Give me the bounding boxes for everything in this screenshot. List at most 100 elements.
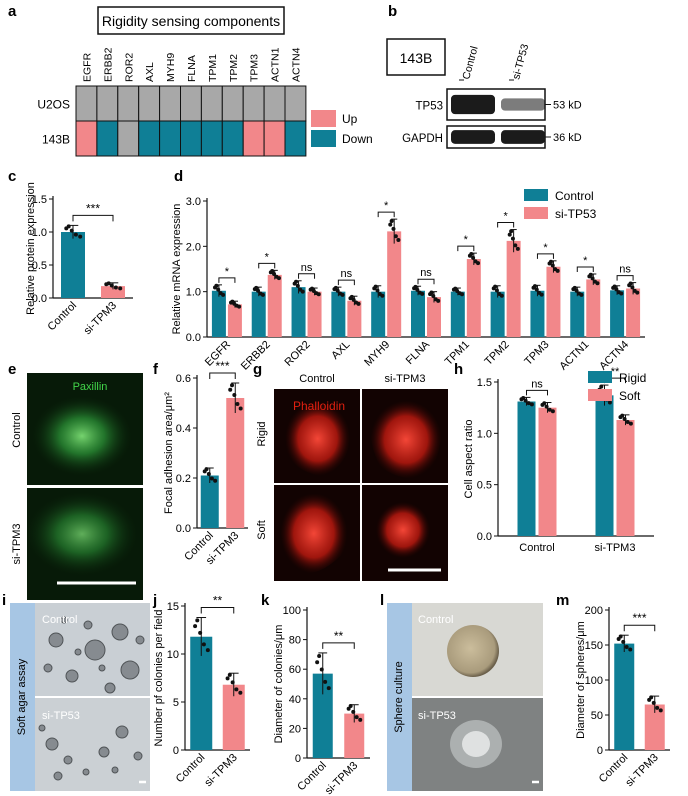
panel-i-side-bar [10,603,35,791]
colony-control-2 [111,623,129,641]
chart-d-y-tick-label: 2.0 [186,241,201,253]
chart-h-y-label: Cell aspect ratio [463,420,475,499]
chart-d-data-point [619,291,624,296]
chart-d-data-point [356,301,361,306]
panel-a-title: Rigidity sensing components [102,13,280,29]
chart-f-bar-si-tpm3 [226,398,245,528]
chart-d-data-point [612,284,617,289]
panel-l-side-bar [387,603,412,791]
gene-label-tpm1: TPM1 [207,54,219,82]
paxillin-control-cell [32,396,132,476]
chart-f-data-point [235,402,240,406]
chart-k-data-point [348,704,353,709]
chart-d-sig-label-6: * [464,234,469,246]
chart-f-data-point [204,467,209,472]
colony-si-tp53-6 [53,771,63,781]
gene-label-actn1: ACTN1 [270,47,282,82]
chart-d-data-point [295,283,300,288]
chart-d-bar-erbb2-si-tp53 [267,274,282,337]
chart-c-y-tick-label: 1.5 [32,194,47,206]
cell-u2os-actn1 [263,85,286,122]
chart-d-data-point [499,293,504,298]
colony-si-tp53-7 [111,766,119,774]
panel-e: Paxillin Control si-TPM3 [11,373,143,600]
chart-f-y-label: Focal adhesion area/μm² [163,392,175,514]
chart-d-data-point [507,232,512,237]
chart-f-sig-label: *** [215,359,229,373]
chart-d-data-point [333,285,338,290]
chart-d-data-point [548,259,553,264]
chart-d-sig-bracket-0 [218,277,236,283]
chart-d-y-tick-label: 1.0 [186,287,201,299]
chart-m-data-point [624,644,629,649]
legend-swatch-up [311,110,336,127]
chart-k-sig-label: ** [334,629,344,643]
panel-i: Soft agar assay Control si-TP53 [10,603,150,791]
chart-d-data-point [532,284,537,289]
chart-d-data-point [515,246,520,251]
chart-d-data-point [388,222,393,227]
chart-d-data-point [373,284,378,289]
chart-j-sig-label: ** [213,594,223,608]
chart-c-x-tick-label-control: Control [46,300,80,334]
chart-h-legend-swatch-rigid [588,371,612,383]
panel-e-row-control: Control [11,412,23,447]
chart-d-sig-bracket-8 [536,253,554,259]
chart-d-sig-bracket-2 [298,273,316,279]
chart-h-data-point [599,384,604,389]
chart-m-data-point [618,634,623,639]
colony-control-11 [74,648,82,656]
chart-d-data-point [431,294,436,299]
band-tp53-control [451,94,495,115]
gene-label-flna: FLNA [186,55,198,82]
colony-si-tp53-8 [38,724,46,732]
chart-d-data-point [509,229,514,234]
chart-j-data-point [201,642,206,647]
chart-d-data-point [415,287,420,292]
chart-d-x-tick-label-myh9: MYH9 [362,339,392,369]
cell-u2os-tpm3 [242,85,265,122]
chart-d-data-point [630,285,635,290]
chart-d-sig-bracket-10 [616,275,634,281]
chart-k-data-point [326,686,331,691]
colony-control-10 [60,616,68,624]
chart-d-bar-axl-control [331,291,346,337]
cell-143b-myh9 [159,120,182,157]
chart-d-bar-actn1-control [570,291,585,337]
chart-c-data-point [106,281,111,286]
chart-d-data-point [460,292,465,297]
chart-d-data-point [595,281,600,286]
gene-label-axl: AXL [144,62,156,82]
chart-d-sig-label-1: * [265,251,270,263]
chart-d-legend-label-si-tp53: si-TP53 [555,207,597,221]
chart-m-data-point [628,647,633,652]
chart-d-data-point [260,292,265,297]
chart-d-data-point [420,291,425,296]
chart-k-y-tick-label: 80 [289,635,301,647]
chart-d-data-point [214,283,219,288]
chart-d-data-point [471,255,476,260]
cell-u2os-egfr [75,85,98,122]
chart-d-data-point [393,234,398,239]
cell-143b-axl [138,120,161,157]
panel-a-title-box [97,6,285,35]
chart-h-data-point [622,416,627,421]
chart-m-bar-si-tpm3 [644,704,665,750]
chart-j-data-point [225,676,230,681]
panel-a: Rigidity sensing components EGFR ERBB2 ROR… [37,6,373,157]
panel-l-side-label: Sphere culture [393,661,405,733]
phalloidin-si-tpm3-soft-cell [376,502,430,558]
chart-d-sig-bracket-4 [377,211,395,218]
chart-d-data-point [614,287,619,292]
chart-d-data-point [340,292,345,297]
panel-letter-h: h [454,361,463,378]
chart-f-data-point [232,393,237,397]
chart-d-data-point [310,286,315,291]
chart-d-data-point [628,281,633,286]
chart-h-data-point [529,402,534,407]
chart-c-x-tick-label-si-tpm3: si-TPM3 [82,300,119,337]
chart-h-data-point [620,413,625,418]
gene-label-ror2: ROR2 [123,53,135,82]
chart-d-bar-tpm2-si-tp53 [506,240,521,337]
